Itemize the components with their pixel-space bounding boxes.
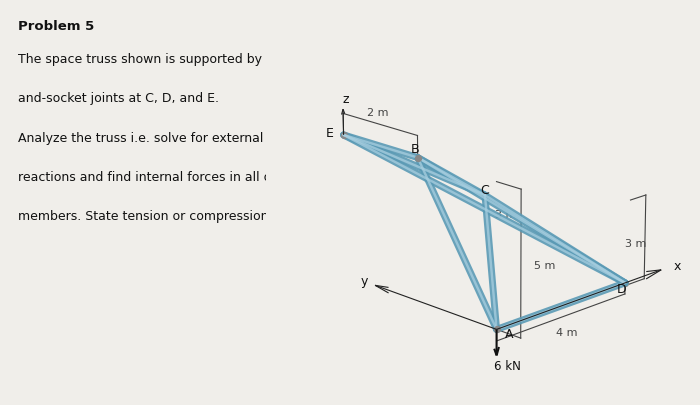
Text: Problem 5: Problem 5 bbox=[18, 20, 95, 33]
Text: The space truss shown is supported by ball-: The space truss shown is supported by ba… bbox=[18, 53, 293, 66]
Text: reactions and find internal forces in all of the: reactions and find internal forces in al… bbox=[18, 171, 300, 183]
Text: members. State tension or compression.: members. State tension or compression. bbox=[18, 210, 272, 223]
Text: and-socket joints at C, D, and E.: and-socket joints at C, D, and E. bbox=[18, 92, 219, 105]
Text: Analyze the truss i.e. solve for external: Analyze the truss i.e. solve for externa… bbox=[18, 131, 263, 144]
